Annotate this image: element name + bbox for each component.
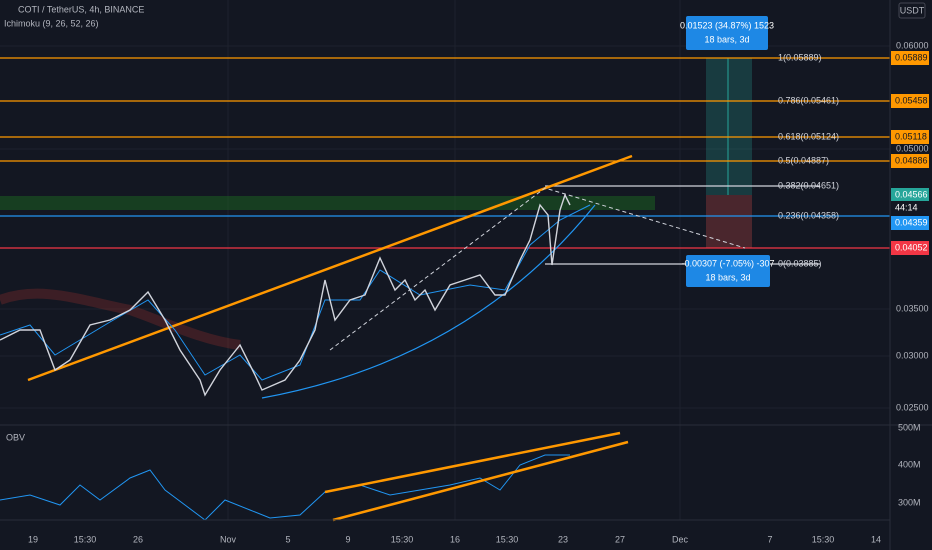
price-tag-bg: [891, 154, 929, 168]
fib-label: 0.786(0.05461): [778, 95, 839, 105]
obv-trend-lower: [332, 440, 629, 522]
dashed-path: [329, 187, 746, 351]
support-arc: [261, 204, 596, 399]
grid: [0, 0, 890, 520]
obv-title: OBV: [6, 432, 25, 442]
price-tag-bg: [891, 188, 929, 202]
time-axis-label: Dec: [672, 534, 689, 544]
time-axis-label: Nov: [220, 534, 237, 544]
price-tag: 0.04566: [895, 189, 928, 199]
price-tag: 0.04886: [895, 155, 928, 165]
fib-label: 0.5(0.04887): [778, 155, 829, 165]
time-axis-label: 14: [871, 534, 881, 544]
fib-label: 0.618(0.05124): [778, 131, 839, 141]
measure-box-up: 0.01523 (34.87%) 1523 18 bars, 3d: [680, 16, 774, 50]
price-axis-label: 0.03000: [896, 350, 929, 360]
fib-label: 0.382(0.04651): [778, 180, 839, 190]
fib-lines: [0, 57, 890, 265]
price-tag-bg: [891, 51, 929, 65]
price-axis-label: 0.05000: [896, 143, 929, 153]
price-tag: 0.04052: [895, 242, 928, 252]
price-axis-label: 0.06000: [896, 40, 929, 50]
time-axis-label: 15:30: [74, 534, 97, 544]
time-axis-label: 9: [345, 534, 350, 544]
measure-text: 18 bars, 3d: [704, 34, 749, 44]
obv-axis-label: 500M: [898, 422, 921, 432]
price-tag-bg: [891, 130, 929, 144]
obv-axis-label: 400M: [898, 459, 921, 469]
price-line: [0, 193, 571, 397]
price-tag: 0.05889: [895, 52, 928, 62]
time-axis-label: 15:30: [496, 534, 519, 544]
time-axis-label: 5: [285, 534, 290, 544]
obv-axis-label: 300M: [898, 497, 921, 507]
symbol-title: COTI / TetherUS, 4h, BINANCE: [18, 4, 144, 14]
time-axis-label: 23: [558, 534, 568, 544]
time-axis-label: 15:30: [391, 534, 414, 544]
price-tag-bg: [891, 216, 929, 230]
price-tag: 0.05118: [895, 131, 927, 141]
measure-bg: [686, 16, 768, 50]
price-tag: 0.05458: [895, 95, 928, 105]
time-axis-label: 27: [615, 534, 625, 544]
measure-box-down: -0.00307 (-7.05%) -307 18 bars, 3d: [681, 255, 775, 287]
price-tag-bg: [891, 241, 929, 255]
measure-text: -0.00307 (-7.05%) -307: [681, 258, 774, 268]
long-profit-zone: [706, 58, 752, 195]
measure-text: 18 bars, 3d: [705, 272, 750, 282]
ichimoku-line: [0, 204, 591, 381]
time-axis-label: 26: [133, 534, 143, 544]
measure-text: 0.01523 (34.87%) 1523: [680, 20, 774, 30]
price-tag-bg: [891, 201, 929, 215]
measure-bg: [686, 255, 770, 287]
time-axis-label: 19: [28, 534, 38, 544]
fib-label: 0.236(0.04358): [778, 210, 839, 220]
trend-line: [27, 154, 633, 382]
currency[interactable]: USDT: [900, 5, 925, 15]
time-axis-label: 7: [767, 534, 772, 544]
indicator-name: Ichimoku (9, 26, 52, 26): [4, 18, 99, 28]
price-axis-label: 0.02500: [896, 402, 929, 412]
time-axis-label: 15:30: [812, 534, 835, 544]
time-axis-label: 16: [450, 534, 460, 544]
currency-box[interactable]: [898, 2, 926, 19]
long-loss-zone: [706, 195, 752, 248]
price-axis-label: 0.03500: [896, 303, 929, 313]
price-tag-bg: [891, 94, 929, 108]
fib-label: 0(0.03885): [778, 258, 822, 268]
fib-label: 1(0.05889): [778, 52, 822, 62]
obv-trend-upper: [324, 431, 621, 494]
price-tag: 0.04359: [895, 217, 928, 227]
cloud-zone: [0, 196, 655, 210]
price-tag: 44:14: [895, 202, 918, 212]
